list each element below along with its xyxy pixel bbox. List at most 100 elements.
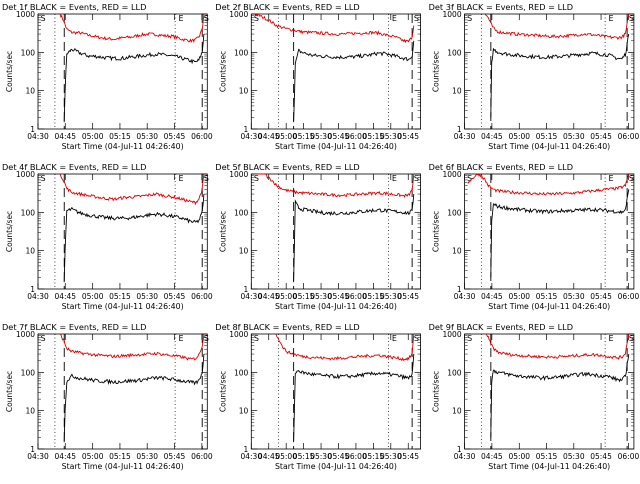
y-tick-label: 1000 <box>229 330 248 339</box>
x-tick-label: 04:30 <box>454 292 476 301</box>
series-events-line <box>490 353 630 438</box>
x-tick-label: 04:45 <box>258 292 280 301</box>
time-marker-label: S <box>254 14 259 23</box>
x-tick-label: 04:30 <box>454 132 476 141</box>
x-tick-label: 05:15 <box>293 292 315 301</box>
x-tick-label: 05:15 <box>109 132 131 141</box>
time-marker-label: E <box>392 14 397 23</box>
series-lld-line <box>484 14 630 40</box>
series-events-line <box>63 353 205 443</box>
chart-panel-9: Det 9f BLACK = Events, RED = LLD 1 10 100 10… <box>429 322 640 471</box>
x-tick-label: 05:00 <box>275 452 297 461</box>
y-tick-label: 100 <box>234 368 249 377</box>
chart-title: Det 5f BLACK = Events, RED = LLD <box>215 162 359 172</box>
x-axis-label: Start Time (04-Jul-11 04:26:40) <box>488 462 610 471</box>
chart-title: Det 4f BLACK = Events, RED = LLD <box>2 162 146 172</box>
data-traces <box>467 174 630 278</box>
chart-panel-4: Det 4f BLACK = Events, RED = LLD 1 10 100 10… <box>2 162 213 311</box>
series-lld-line <box>484 334 630 361</box>
x-tick-label: 05:00 <box>82 292 104 301</box>
series-events-line <box>490 33 630 118</box>
time-marker-label: S <box>629 334 634 343</box>
time-marker-label: S <box>629 174 634 183</box>
y-axis-label: Counts/sec <box>218 211 227 252</box>
x-tick-label: 05:45 <box>397 452 419 461</box>
x-tick-label: 05:45 <box>164 292 186 301</box>
chart-title: Det 7f BLACK = Events, RED = LLD <box>2 322 146 332</box>
time-marker-label: E <box>609 14 614 23</box>
time-marker-label: S <box>629 14 634 23</box>
series-lld-line <box>59 174 205 206</box>
x-tick-label: 06:00 <box>345 292 367 301</box>
x-tick-label: 05:45 <box>590 452 612 461</box>
x-tick-label: 06:00 <box>191 292 213 301</box>
data-traces <box>275 334 415 443</box>
x-axis-label: Start Time (04-Jul-11 04:26:40) <box>62 142 184 151</box>
x-tick-label: 04:30 <box>240 132 262 141</box>
x-axis-label: Start Time (04-Jul-11 04:26:40) <box>275 462 397 471</box>
x-tick-label: 04:45 <box>481 452 503 461</box>
y-axis-label: Counts/sec <box>432 51 441 92</box>
chart-panel-7: Det 7f BLACK = Events, RED = LLD 1 10 100 10… <box>2 322 213 471</box>
x-tick-label: 05:30 <box>563 292 585 301</box>
y-tick-label: 1 <box>244 445 249 454</box>
time-marker-label: E <box>609 334 614 343</box>
y-tick-label: 1000 <box>229 170 248 179</box>
series-events-line <box>63 193 205 283</box>
time-marker-label: E <box>392 334 397 343</box>
series-lld-line <box>254 174 415 198</box>
y-tick-label: 1 <box>30 285 35 294</box>
x-tick-label: 05:00 <box>82 132 104 141</box>
plot-frame <box>464 13 635 130</box>
x-axis-label: Start Time (04-Jul-11 04:26:40) <box>275 302 397 311</box>
x-axis-label: Start Time (04-Jul-11 04:26:40) <box>62 302 184 311</box>
x-tick-label: 05:45 <box>397 292 419 301</box>
x-tick-label: 05:00 <box>275 292 297 301</box>
series-events-line <box>293 193 415 283</box>
time-marker-label: S <box>414 14 419 23</box>
y-tick-label: 1000 <box>16 10 35 19</box>
chart-title: Det 3f BLACK = Events, RED = LLD <box>429 2 573 12</box>
x-tick-label: 05:45 <box>328 132 350 141</box>
data-traces <box>59 14 205 123</box>
x-tick-label: 06:00 <box>191 452 213 461</box>
chart-title: Det 9f BLACK = Events, RED = LLD <box>429 322 573 332</box>
x-tick-label: 05:00 <box>508 132 530 141</box>
x-tick-label: 04:30 <box>454 452 476 461</box>
x-tick-label: 05:15 <box>536 292 558 301</box>
series-events-line <box>63 33 205 123</box>
series-lld-line <box>59 14 205 43</box>
x-tick-label: 05:00 <box>508 452 530 461</box>
y-tick-label: 10 <box>25 407 35 416</box>
time-marker-label: S <box>467 14 472 23</box>
y-axis-label: Counts/sec <box>218 371 227 412</box>
y-axis-label: Counts/sec <box>5 51 14 92</box>
x-tick-label: 05:00 <box>275 132 297 141</box>
data-traces <box>484 334 630 438</box>
y-tick-label: 1 <box>457 125 462 134</box>
x-axis-label: Start Time (04-Jul-11 04:26:40) <box>488 142 610 151</box>
time-marker-label: S <box>414 174 419 183</box>
data-traces <box>254 14 415 123</box>
series-events-line <box>293 353 415 443</box>
y-tick-label: 1000 <box>443 10 462 19</box>
x-tick-label: 04:30 <box>240 292 262 301</box>
x-tick-label: 04:30 <box>240 452 262 461</box>
y-tick-label: 1000 <box>229 10 248 19</box>
series-lld-line <box>275 334 415 362</box>
x-tick-label: 05:00 <box>508 292 530 301</box>
series-events-line <box>490 189 630 278</box>
x-tick-label: 05:15 <box>109 292 131 301</box>
x-tick-label: 06:00 <box>618 292 640 301</box>
chart-panel-8: Det 8f BLACK = Events, RED = LLD 1 10 100 10… <box>215 322 422 471</box>
y-tick-label: 10 <box>25 247 35 256</box>
x-tick-label: 05:15 <box>293 132 315 141</box>
y-tick-label: 1000 <box>16 330 35 339</box>
plot-frame <box>37 173 208 290</box>
y-tick-label: 100 <box>21 368 36 377</box>
x-tick-label: 05:30 <box>310 292 332 301</box>
x-tick-label: 05:15 <box>536 132 558 141</box>
x-tick-label: 05:30 <box>380 452 402 461</box>
y-tick-label: 10 <box>239 407 249 416</box>
